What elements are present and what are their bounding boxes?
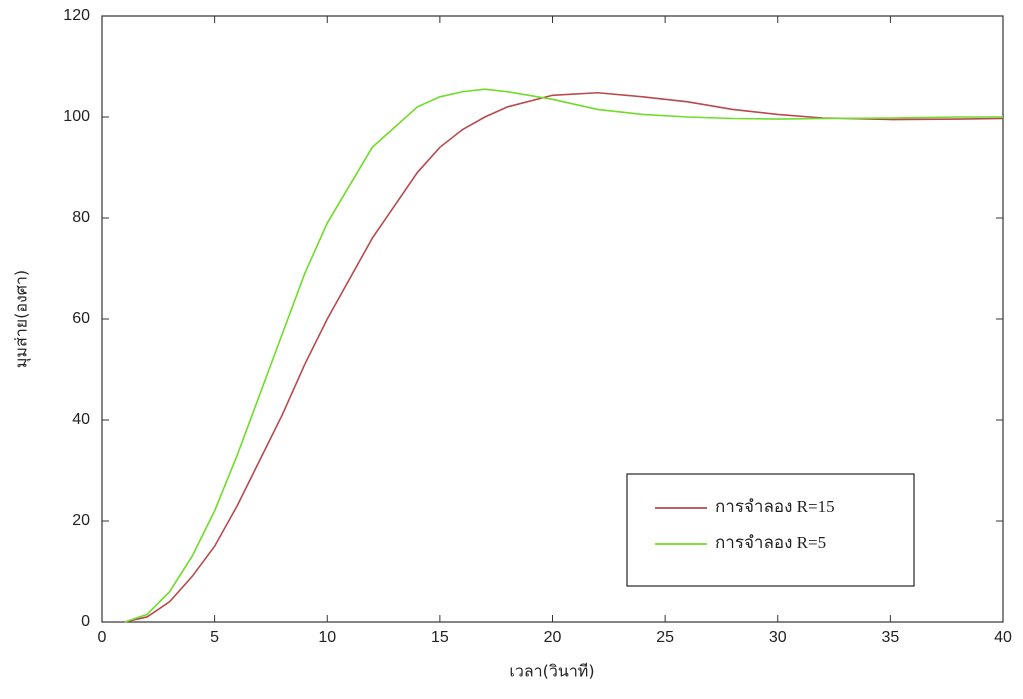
legend-label: การจำลอง R=5 [715, 533, 826, 552]
x-tick-label: 20 [544, 629, 562, 646]
y-tick-label: 120 [63, 7, 90, 24]
x-tick-label: 15 [431, 629, 449, 646]
x-tick-label: 40 [994, 629, 1012, 646]
y-tick-label: 100 [63, 108, 90, 125]
y-tick-label: 20 [72, 512, 90, 529]
x-tick-label: 0 [98, 629, 107, 646]
x-tick-label: 25 [656, 629, 674, 646]
x-tick-label: 35 [881, 629, 899, 646]
legend-box [627, 474, 914, 586]
x-axis-title: เวลา(วินาที) [509, 662, 594, 681]
y-tick-label: 80 [72, 209, 90, 226]
y-tick-label: 60 [72, 310, 90, 327]
x-tick-label: 5 [210, 629, 219, 646]
x-tick-label: 10 [318, 629, 336, 646]
y-axis-title: มุมส่าย(องศา) [12, 270, 32, 368]
y-tick-label: 40 [72, 411, 90, 428]
legend-label: การจำลอง R=15 [715, 497, 835, 516]
y-tick-label: 0 [81, 613, 90, 630]
x-tick-label: 30 [769, 629, 787, 646]
chart: เวลา(วินาที) มุมส่าย(องศา) 0204060801001… [0, 0, 1023, 694]
